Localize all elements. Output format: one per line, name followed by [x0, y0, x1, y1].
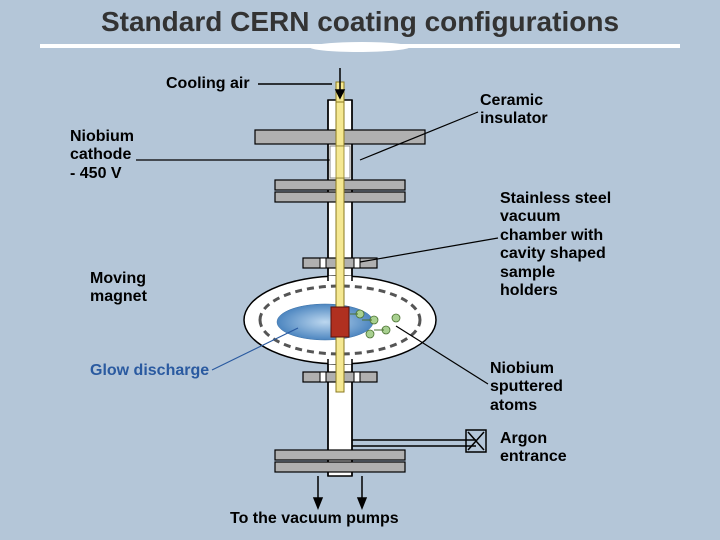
pump-arrows [314, 476, 366, 508]
glow-discharge-plasma [277, 304, 373, 340]
cooling-air-arrow [258, 68, 344, 98]
niobium-cathode [336, 82, 344, 392]
argon-entrance-pipe [352, 430, 486, 452]
moving-magnet [331, 307, 349, 337]
diagram [0, 0, 720, 540]
